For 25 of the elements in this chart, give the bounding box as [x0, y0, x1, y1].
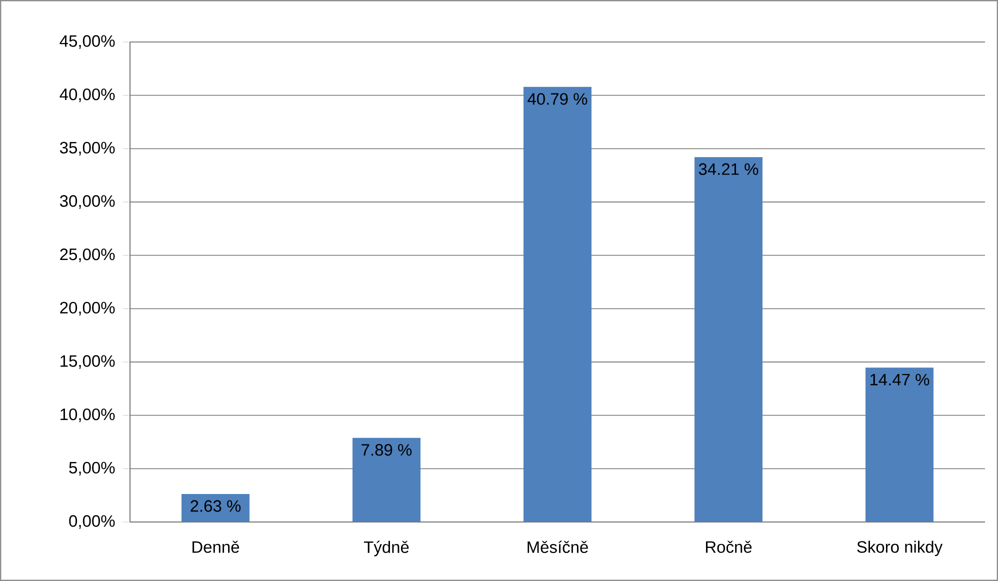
y-tick-label: 30,00% — [60, 195, 115, 209]
data-label: 7.89 % — [362, 444, 412, 456]
data-label: 2.63 % — [190, 500, 241, 512]
x-tick-label: Skoro nikdy — [857, 540, 943, 556]
bar — [866, 368, 934, 522]
bar — [182, 494, 250, 522]
x-tick-label: Ročně — [706, 540, 752, 553]
x-tick-label: Týdně — [364, 540, 409, 556]
y-tick-label: 25,00% — [60, 248, 115, 262]
bar — [524, 86, 592, 522]
x-tick-label: Měsíčně — [528, 540, 588, 554]
data-label: 40.79 % — [528, 93, 588, 105]
y-tick-label: 20,00% — [60, 302, 115, 316]
data-label: 34.21 % — [698, 163, 758, 175]
x-tick-label: Denně — [192, 540, 240, 553]
bar — [352, 438, 421, 522]
bar — [694, 157, 763, 522]
y-tick-label: 35,00% — [60, 142, 115, 156]
y-tick-label: 10,00% — [60, 408, 115, 422]
y-tick-label: 5,00% — [69, 462, 115, 476]
y-tick-label: 40,00% — [60, 88, 115, 102]
data-label: 14.47 % — [870, 374, 930, 386]
y-tick-label: 15,00% — [60, 355, 115, 369]
y-tick-label: 0,00% — [69, 515, 115, 529]
y-tick-label: 45,00% — [60, 35, 115, 49]
